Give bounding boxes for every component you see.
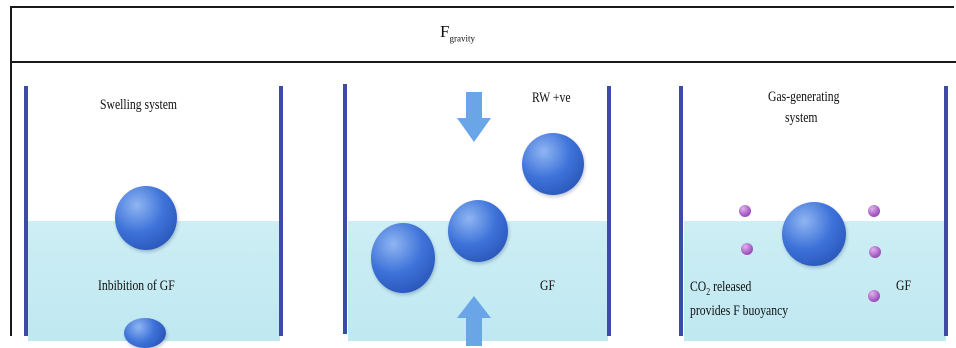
gas-right-wall	[944, 86, 948, 336]
middle-left-wall	[343, 84, 347, 334]
middle-ball-left	[371, 223, 435, 293]
up-arrow-icon	[457, 296, 491, 346]
gas-ball	[782, 202, 846, 266]
co2-bubble-2	[868, 205, 880, 217]
co2-bubble-5	[868, 290, 880, 302]
co2-subscript: 2	[706, 287, 711, 298]
co2-released-text: released	[710, 279, 752, 295]
middle-label-top: RW +ve	[532, 90, 571, 106]
co2-bubble-1	[739, 205, 751, 217]
middle-right-wall	[607, 86, 611, 336]
co2-prefix: CO	[690, 279, 707, 295]
gas-title-line1: Gas-generating	[768, 89, 840, 105]
buoyancy-text: provides F buoyancy	[690, 303, 789, 319]
swelling-ball-top	[115, 186, 177, 250]
swelling-ball-bottom	[124, 318, 166, 348]
down-arrow-icon	[457, 92, 491, 142]
gas-title-line2: system	[785, 110, 818, 126]
swelling-label: Inbibition of GF	[98, 278, 175, 294]
middle-ball-center	[448, 200, 508, 262]
title-divider	[10, 61, 956, 63]
gas-label-right: GF	[896, 278, 911, 294]
diagram-title: Fgravity	[440, 22, 475, 43]
middle-ball-right	[522, 133, 584, 195]
co2-released-label: CO2 released provides F buoyancy	[690, 278, 788, 321]
title-main: F	[440, 22, 450, 41]
co2-bubble-4	[869, 246, 881, 258]
middle-label-right: GF	[540, 278, 555, 294]
co2-bubble-3	[741, 243, 753, 255]
swelling-title: Swelling system	[100, 97, 178, 113]
gas-left-wall	[679, 86, 683, 336]
swelling-left-wall	[24, 86, 28, 336]
swelling-right-wall	[279, 86, 283, 336]
title-subscript: gravity	[449, 33, 475, 44]
